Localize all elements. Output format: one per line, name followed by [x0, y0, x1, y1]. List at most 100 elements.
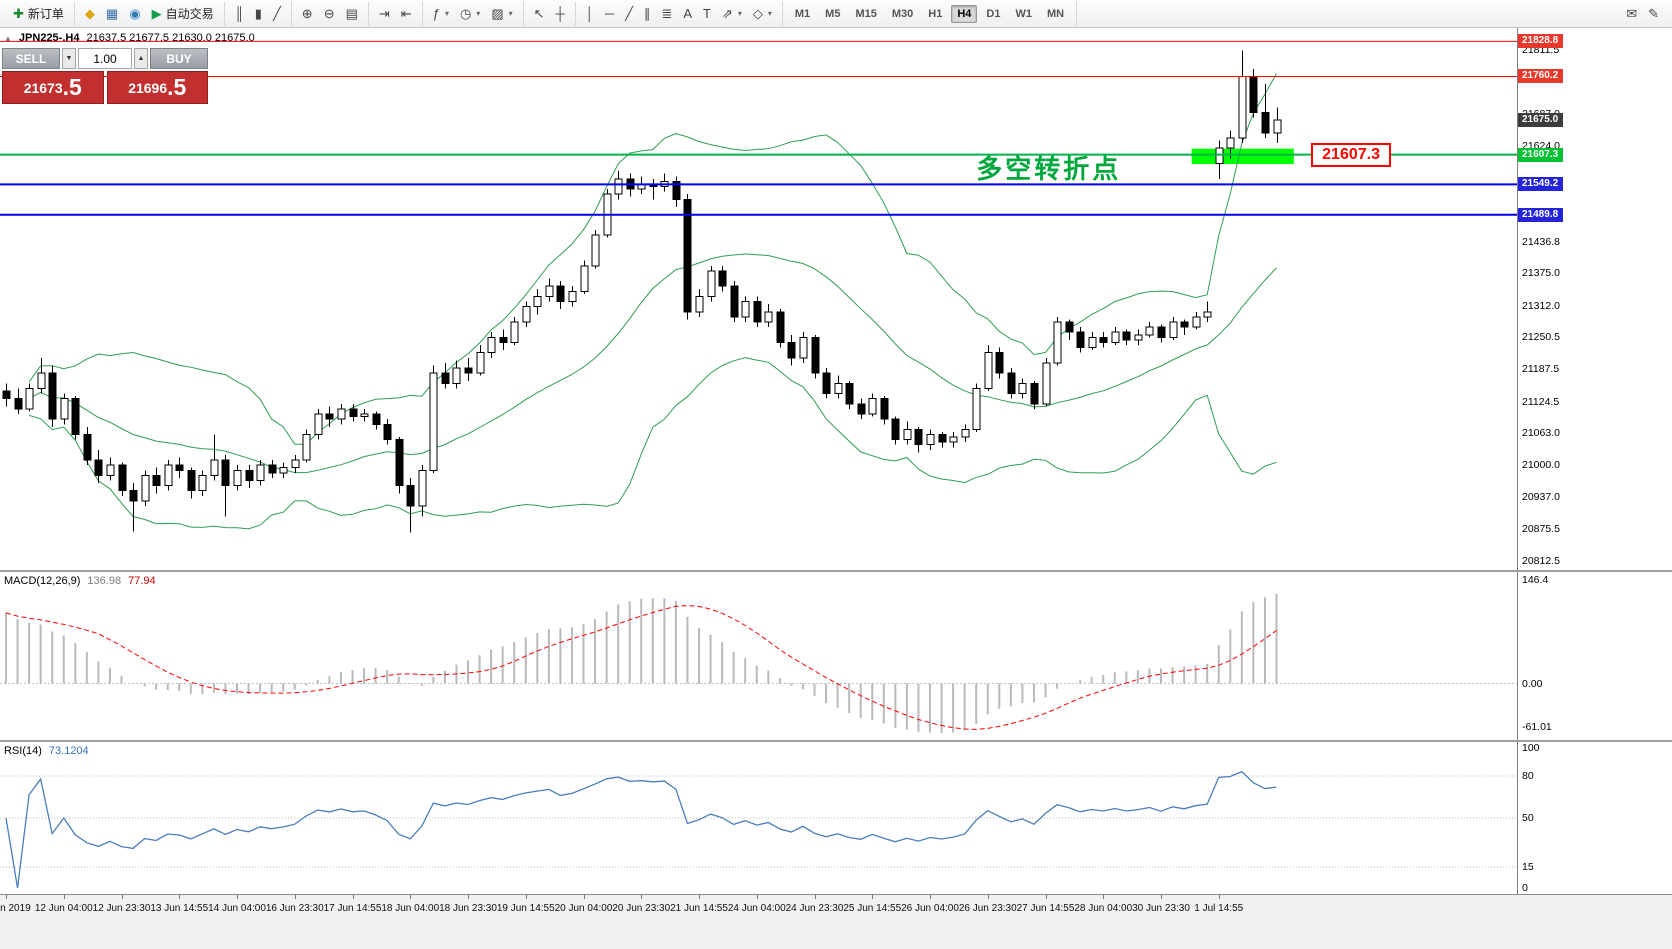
- crosshair-icon[interactable]: ┼: [551, 4, 570, 24]
- indicators-icon[interactable]: ƒ ▾: [428, 4, 454, 24]
- timeframe-w1[interactable]: W1: [1015, 7, 1032, 20]
- tile-windows-icon[interactable]: ▤: [341, 4, 363, 24]
- new-order-button[interactable]: ✚ 新订单: [8, 4, 69, 24]
- chevron-down-icon: ▾: [737, 9, 742, 18]
- candlestick-mode-icon[interactable]: ▮: [250, 4, 267, 24]
- main-chart-pane[interactable]: ▲ JPN225-.H4 21637.5 21677.5 21630.0 216…: [0, 28, 1517, 570]
- price-line-badge: 21549.2: [1518, 177, 1564, 192]
- time-axis-tick: [6, 895, 7, 899]
- chart-shift-icon[interactable]: ⇤: [396, 4, 417, 24]
- arrows-icon[interactable]: ⇗ ▾: [717, 4, 747, 24]
- price-scale[interactable]: 21811.521687.021624.021436.821375.021312…: [1517, 28, 1671, 570]
- equidistant-channel-icon[interactable]: ∥: [639, 4, 656, 24]
- text-label-icon[interactable]: T: [698, 4, 716, 24]
- sell-price-box[interactable]: 21673 .5: [2, 71, 104, 104]
- macd-title: MACD(12,26,9) 136.98 77.94: [4, 575, 156, 587]
- line-chart-mode-icon[interactable]: ╱: [268, 4, 286, 24]
- timeframe-mn[interactable]: MN: [1046, 7, 1065, 20]
- time-axis-tick: [237, 895, 238, 899]
- rsi-axis-label: 100: [1522, 742, 1540, 754]
- buy-button[interactable]: BUY: [150, 48, 208, 69]
- sell-price-main: 21673: [23, 79, 63, 96]
- sell-button[interactable]: SELL: [2, 48, 60, 69]
- time-axis-label: 26 Jun 04:00: [901, 903, 959, 914]
- cursor-icon[interactable]: ↖: [529, 4, 550, 24]
- time-axis-tick: [1045, 895, 1047, 899]
- toolbar: ✚ 新订单 ◆ ▦ ◉ ▶ 自动交易 ║ ▮ ╱ ⊕ ⊖ ▤ ⇥ ⇤ ƒ ▾ ◷ ▾ ▨ ▾ ↖ ┼ │ ─ ╱ ∥ ≣ A T ⇗ ▾ ◇ ▾ M…: [0, 0, 1672, 28]
- horizontal-line-icon[interactable]: ─: [600, 4, 619, 24]
- timeframe-h1[interactable]: H1: [928, 7, 943, 20]
- timeframe-d1[interactable]: D1: [986, 7, 1001, 20]
- macd-axis-label: 0.00: [1522, 677, 1543, 690]
- chevron-down-icon: ▾: [444, 9, 449, 18]
- pane-separator[interactable]: [0, 740, 1672, 742]
- arrows-icon: ⇗: [721, 6, 733, 21]
- time-axis-label: 24 Jun 04:00: [727, 903, 786, 914]
- rsi-line: [5, 770, 1277, 889]
- text-label-icon: T: [703, 6, 711, 21]
- timeframe-h4[interactable]: H4: [951, 4, 978, 23]
- lot-increase-button[interactable]: ▲: [134, 48, 148, 69]
- sell-price-fraction: .5: [62, 74, 82, 100]
- fibonacci-icon: ≣: [661, 6, 673, 21]
- annotation-text[interactable]: 多空转折点: [976, 154, 1122, 185]
- crosshair-icon: ┼: [555, 6, 565, 21]
- time-axis-label: 20 Jun 23:30: [612, 903, 671, 914]
- time-axis-tick: [987, 895, 989, 899]
- indicators-icon: ƒ: [432, 6, 440, 21]
- macd-pane[interactable]: MACD(12,26,9) 136.98 77.94: [0, 572, 1517, 740]
- time-axis-tick: [121, 895, 123, 899]
- community-icon[interactable]: ✉: [1621, 4, 1642, 24]
- charts-grid-icon[interactable]: ▦: [101, 4, 123, 24]
- periods-icon[interactable]: ◷ ▾: [455, 4, 485, 24]
- search-icon[interactable]: ✎: [1643, 4, 1664, 24]
- fibonacci-icon[interactable]: ≣: [656, 4, 677, 24]
- highlight-rectangle[interactable]: [1191, 148, 1294, 165]
- text-icon[interactable]: A: [678, 4, 697, 24]
- pane-separator[interactable]: [0, 570, 1672, 572]
- data-window-icon[interactable]: ◉: [124, 4, 145, 24]
- metaeditor-icon[interactable]: ◆: [80, 4, 100, 24]
- chevron-down-icon: ▾: [476, 9, 481, 18]
- macd-name: MACD(12,26,9): [4, 575, 81, 587]
- rsi-axis-label: 80: [1522, 770, 1534, 782]
- time-axis-tick: [294, 895, 296, 899]
- vertical-line-icon[interactable]: │: [581, 4, 599, 24]
- lot-size-input[interactable]: 1.00: [78, 48, 132, 69]
- bar-chart-mode-icon[interactable]: ║: [230, 4, 249, 24]
- timeframe-m30[interactable]: M30: [891, 7, 914, 20]
- time-axis-label: 18 Jun 23:30: [439, 903, 497, 914]
- new-order-button-label: 新订单: [27, 7, 64, 21]
- ohlc-values: 21637.5 21677.5 21630.0 21675.0: [86, 32, 255, 44]
- shapes-icon[interactable]: ◇ ▾: [748, 4, 777, 24]
- zoom-out-icon[interactable]: ⊖: [319, 4, 340, 24]
- time-axis-tick: [352, 895, 354, 899]
- rsi-name: RSI(14): [4, 745, 42, 757]
- templates-icon[interactable]: ▨ ▾: [486, 4, 517, 24]
- trendline-icon[interactable]: ╱: [620, 4, 638, 24]
- price-axis-label: 21063.0: [1522, 426, 1560, 439]
- shapes-icon: ◇: [752, 6, 763, 21]
- rsi-axis-label: 15: [1522, 861, 1534, 873]
- macd-scale[interactable]: 146.4 0.00 -61.01: [1517, 572, 1671, 740]
- timeframe-m5[interactable]: M5: [825, 7, 841, 20]
- buy-price-box[interactable]: 21696 .5: [106, 71, 208, 104]
- bottom-spacer: [0, 921, 1672, 949]
- trendline-icon: ╱: [625, 6, 633, 21]
- price-callout-box[interactable]: 21607.3: [1311, 142, 1391, 167]
- buy-price-fraction: .5: [167, 74, 187, 100]
- autotrading-button[interactable]: ▶ 自动交易: [147, 4, 219, 24]
- price-axis-label: 21312.0: [1522, 299, 1560, 312]
- oneclick-collapse-icon[interactable]: ▲: [4, 33, 12, 43]
- auto-scroll-icon[interactable]: ⇥: [374, 4, 395, 24]
- timeframe-m1[interactable]: M1: [794, 7, 811, 20]
- templates-icon: ▨: [491, 6, 504, 21]
- rsi-pane[interactable]: RSI(14) 73.1204: [0, 742, 1517, 894]
- timeframe-m15[interactable]: M15: [855, 7, 877, 20]
- macd-axis-label: 146.4: [1522, 574, 1549, 587]
- lot-decrease-button[interactable]: ▼: [62, 48, 76, 69]
- rsi-scale[interactable]: 100 80 50 15 0: [1517, 742, 1671, 894]
- time-axis-tick: [756, 895, 758, 899]
- zoom-in-icon[interactable]: ⊕: [297, 4, 318, 24]
